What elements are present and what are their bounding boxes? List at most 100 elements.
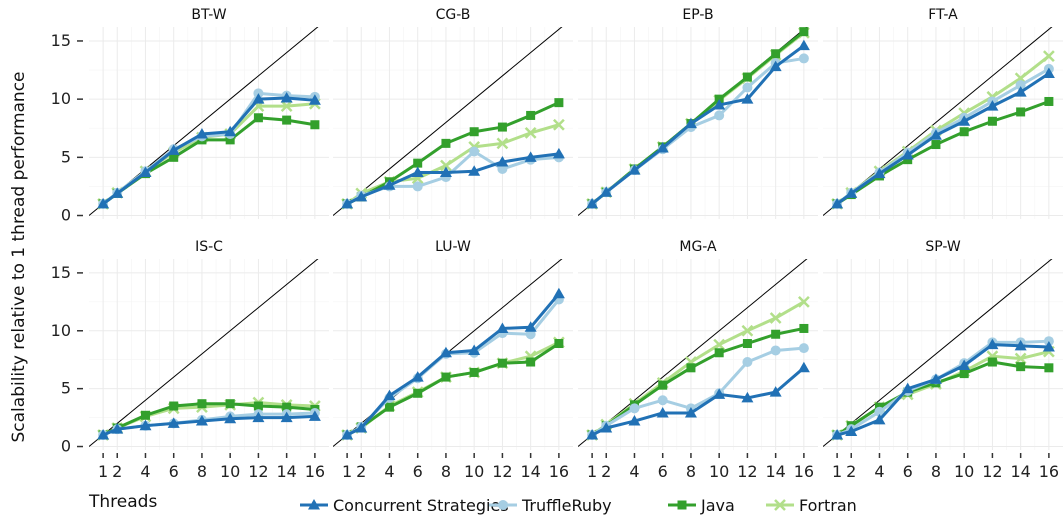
- panel-bt-w: BT-W 0 5 10 15: [51, 7, 329, 225]
- data-point: [441, 138, 451, 148]
- data-point: [496, 155, 509, 167]
- panel-title: BT-W: [191, 7, 226, 23]
- data-point: [140, 410, 150, 420]
- x-tick-label: 2: [112, 462, 122, 481]
- data-point: [97, 197, 110, 209]
- data-point: [742, 82, 753, 93]
- data-point: [874, 406, 885, 417]
- data-point: [282, 115, 292, 125]
- data-point: [958, 115, 971, 126]
- data-point: [798, 343, 809, 354]
- y-tick-label: 15: [51, 31, 71, 50]
- data-point: [684, 117, 697, 129]
- x-tick-label: 14: [520, 462, 540, 481]
- data-point: [169, 152, 179, 162]
- y-axis-label: Scalability relative to 1 thread perform…: [9, 71, 29, 442]
- series-concurrent-strategies: [831, 338, 1055, 440]
- data-point: [439, 346, 452, 358]
- series-concurrent-strategies: [586, 361, 810, 440]
- x-tick-label: 6: [658, 462, 668, 481]
- data-point: [1042, 340, 1055, 352]
- data-point: [552, 287, 565, 299]
- data-point: [771, 329, 781, 339]
- data-point: [195, 128, 208, 139]
- data-point: [586, 197, 599, 209]
- data-point: [742, 357, 753, 368]
- x-tick-label: 16: [1039, 462, 1059, 481]
- x-tick-label: 6: [413, 462, 423, 481]
- data-point: [225, 399, 235, 409]
- ideal-scaling-line: [89, 259, 319, 447]
- data-point: [469, 146, 480, 157]
- data-point: [280, 100, 293, 113]
- legend-label: Java: [700, 496, 735, 515]
- data-point: [586, 428, 599, 440]
- data-point: [797, 361, 810, 373]
- data-point: [986, 100, 999, 111]
- panel-plot-area: [89, 27, 321, 216]
- data-point: [169, 401, 179, 411]
- data-point: [1044, 96, 1054, 106]
- data-point: [308, 410, 321, 421]
- data-point: [873, 413, 886, 425]
- y-tick-label: 5: [61, 379, 71, 398]
- data-point: [139, 166, 152, 177]
- panel-title: CG-B: [436, 7, 471, 23]
- series-concurrent-strategies: [341, 147, 565, 209]
- data-point: [657, 395, 668, 406]
- data-point: [497, 358, 507, 368]
- data-point: [771, 49, 781, 59]
- data-point: [831, 197, 844, 209]
- data-point: [383, 389, 396, 401]
- legend-label: TruffleRuby: [521, 496, 612, 515]
- y-tick-label: 0: [61, 437, 71, 456]
- panel-sp-w: SP-W1 2 4 6 8 10 12 14 16: [823, 239, 1063, 481]
- panel-title: MG-A: [679, 239, 717, 255]
- legend-item-java: Java: [668, 496, 735, 515]
- data-point: [441, 372, 451, 382]
- data-point: [552, 147, 565, 159]
- data-point: [931, 140, 941, 150]
- data-point: [167, 144, 180, 155]
- data-point: [903, 155, 913, 165]
- x-tick-label: 16: [549, 462, 569, 481]
- data-point: [628, 164, 641, 175]
- x-tick-label: 1: [98, 462, 108, 481]
- data-point: [741, 324, 754, 337]
- y-tick-label: 5: [61, 147, 71, 166]
- data-point: [714, 110, 725, 121]
- x-tick-label: 2: [356, 462, 366, 481]
- x-tick-label: 2: [601, 462, 611, 481]
- data-point: [1016, 362, 1026, 372]
- x-axis-label: Threads: [88, 492, 157, 512]
- x-tick-label: 6: [169, 462, 179, 481]
- series-concurrent-strategies: [97, 410, 321, 440]
- data-point: [742, 339, 752, 349]
- data-point: [797, 39, 810, 51]
- data-point: [798, 53, 809, 64]
- data-point: [628, 415, 641, 426]
- data-point: [282, 402, 292, 412]
- data-point: [929, 373, 942, 384]
- y-tick-label: 10: [51, 321, 71, 340]
- data-point: [959, 369, 969, 379]
- data-point: [412, 181, 423, 192]
- data-point: [469, 367, 479, 377]
- panel-plot-area: [333, 259, 565, 447]
- data-point: [554, 339, 564, 349]
- data-point: [1016, 107, 1026, 117]
- x-tick-label: 10: [464, 462, 484, 481]
- x-tick-label: 4: [629, 462, 639, 481]
- panel-title: EP-B: [682, 7, 713, 23]
- legend-label: Concurrent Strategies: [333, 496, 509, 515]
- legend-swatch-marker: [308, 499, 320, 510]
- data-point: [713, 388, 726, 399]
- y-tick-label: 10: [51, 89, 71, 108]
- data-point: [197, 399, 207, 409]
- data-point: [469, 127, 479, 137]
- data-point: [797, 295, 810, 308]
- x-tick-label: 4: [140, 462, 150, 481]
- data-point: [770, 345, 781, 356]
- data-point: [310, 120, 320, 130]
